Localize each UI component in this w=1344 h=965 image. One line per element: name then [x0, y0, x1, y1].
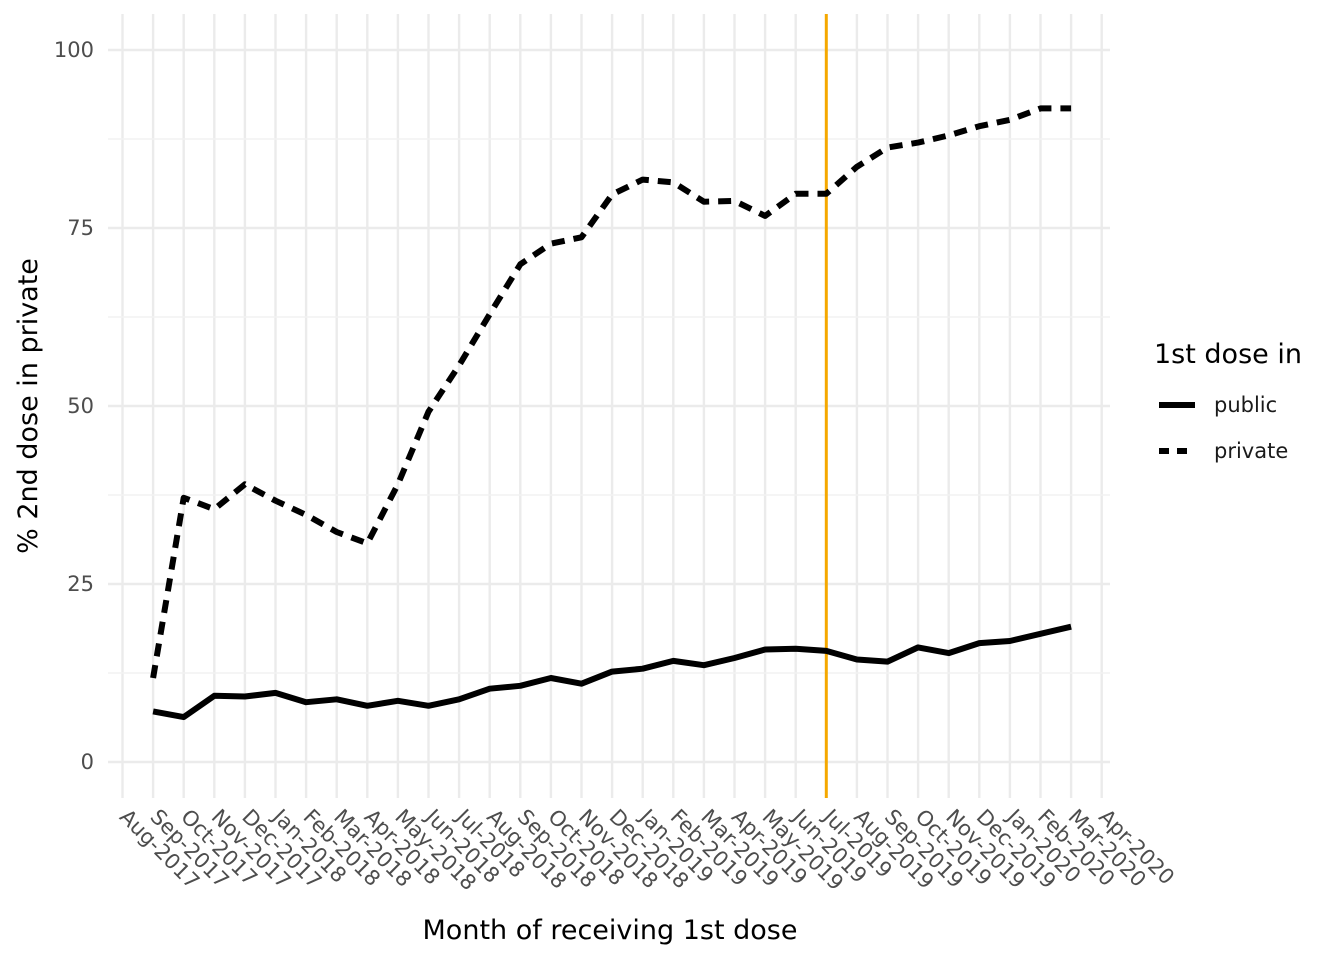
- y-tick-label: 100: [54, 38, 94, 62]
- legend-label-public: public: [1214, 393, 1277, 417]
- series-layer: [150, 105, 1072, 721]
- series-line-public: [152, 623, 1072, 721]
- x-axis-title: Month of receiving 1st dose: [423, 915, 798, 946]
- legend-title: 1st dose in: [1154, 339, 1302, 370]
- y-tick-label: 75: [67, 216, 94, 240]
- legend: 1st dose in public private: [1154, 339, 1302, 463]
- y-axis-title: % 2nd dose in private: [13, 258, 44, 554]
- grid-layer: [108, 14, 1110, 798]
- y-tick-label: 0: [81, 750, 94, 774]
- y-tick-label: 50: [67, 394, 94, 418]
- y-tick-labels: 0 25 50 75 100: [54, 38, 94, 774]
- x-tick-labels: Aug-2017Sep-2017Oct-2017Nov-2017Dec-2017…: [115, 803, 1179, 895]
- y-tick-label: 25: [67, 572, 94, 596]
- series-line-private: [150, 105, 1072, 679]
- legend-label-private: private: [1214, 439, 1288, 463]
